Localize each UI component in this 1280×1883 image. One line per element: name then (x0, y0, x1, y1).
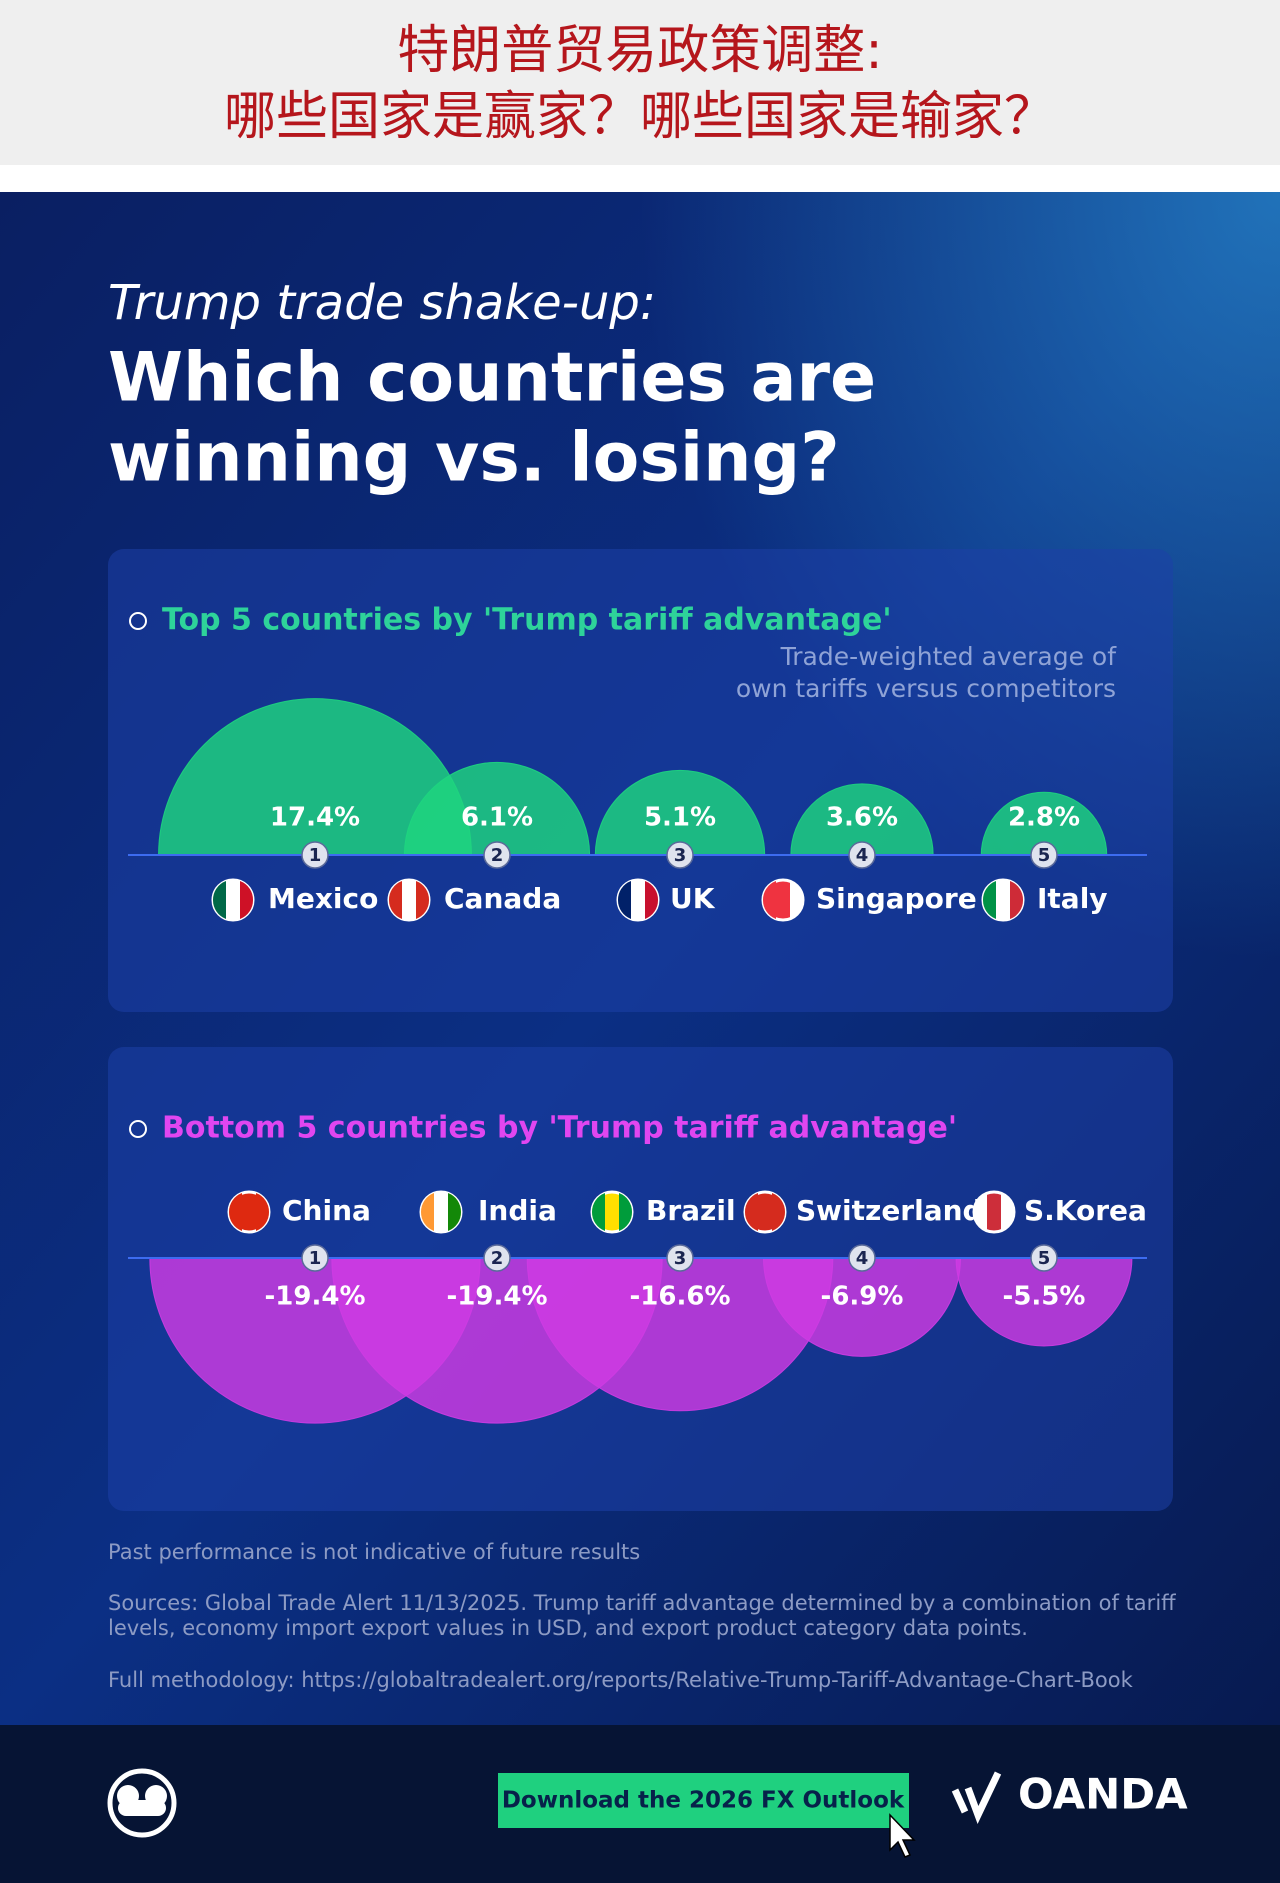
rank-label: 4 (856, 845, 869, 866)
flag (973, 1193, 987, 1231)
bubble (955, 1257, 1133, 1347)
rank-badge (1030, 841, 1058, 869)
brand: OANDA (1018, 1770, 1188, 1819)
legend-marker (129, 612, 147, 630)
bubble (980, 791, 1108, 856)
country-label: Brazil (646, 1194, 736, 1227)
flag (1010, 881, 1024, 919)
rank-label: 4 (856, 1248, 869, 1269)
flag (982, 881, 996, 919)
flag (790, 881, 804, 919)
value-label: 17.4% (270, 803, 360, 833)
gap (0, 165, 1280, 192)
annotation: Trade-weighted average of (780, 642, 1118, 671)
header-title: 哪些国家是赢家？哪些国家是输家？ (224, 87, 1056, 147)
value-label: -5.5% (1003, 1282, 1086, 1312)
value-label: 6.1% (461, 803, 533, 833)
flag (619, 1193, 633, 1231)
bubble (594, 769, 766, 856)
flag (448, 1193, 462, 1231)
rank-label: 2 (491, 845, 504, 866)
country-label: Canada (444, 882, 561, 915)
header-title: 特朗普贸易政策调整: (397, 21, 883, 81)
flag (617, 881, 631, 919)
flag (416, 881, 430, 919)
flag (645, 881, 659, 919)
rank-label: 3 (674, 845, 687, 866)
logo-icon (107, 1768, 177, 1838)
value-label: -19.4% (265, 1282, 366, 1312)
flag (212, 881, 226, 919)
chart-title: Top 5 countries by 'Trump tariff advanta… (162, 603, 892, 638)
rank-label: 1 (309, 1248, 322, 1269)
rank-label: 5 (1038, 845, 1051, 866)
rank-label: 5 (1038, 1248, 1051, 1269)
country-label: Singapore (816, 882, 977, 915)
disclaimer: Past performance is not indicative of fu… (108, 1540, 640, 1564)
flag (256, 1193, 270, 1231)
rank-label: 2 (491, 1248, 504, 1269)
legend-marker (129, 1120, 147, 1138)
flag (591, 1193, 605, 1231)
rank-badge (666, 841, 694, 869)
annotation: own tariffs versus competitors (736, 674, 1116, 703)
cursor (889, 1813, 916, 1858)
bubble (762, 1257, 962, 1357)
sources: Sources: Global Trade Alert 11/13/2025. … (108, 1591, 1176, 1615)
flag (744, 1193, 758, 1231)
rank-badge (301, 841, 329, 869)
value-label: 3.6% (826, 803, 898, 833)
subtitle: Trump trade shake-up: (108, 275, 656, 331)
rank-badge (1030, 1244, 1058, 1272)
title: Which countries are (108, 339, 876, 418)
cta-label[interactable]: Download the 2026 FX Outlook (502, 1788, 905, 1814)
rank-badge (483, 841, 511, 869)
methodology: Full methodology: https://globaltradeale… (108, 1668, 1134, 1692)
header-band (0, 0, 1280, 165)
rank-badge (848, 1244, 876, 1272)
flag (240, 881, 254, 919)
flag (228, 1193, 242, 1231)
flag (388, 881, 402, 919)
cta-button[interactable] (498, 1773, 909, 1828)
country-label: Switzerland (796, 1194, 983, 1227)
flag (772, 1193, 786, 1231)
country-label: S.Korea (1024, 1194, 1147, 1227)
rank-badge (301, 1244, 329, 1272)
rank-badge (848, 841, 876, 869)
value-label: 5.1% (644, 803, 716, 833)
bubble (403, 762, 591, 856)
country-label: Italy (1037, 882, 1108, 915)
rank-badge (666, 1244, 694, 1272)
value-label: -19.4% (447, 1282, 548, 1312)
title: winning vs. losing? (108, 419, 840, 498)
bubble (790, 783, 934, 856)
brand-mark (951, 1771, 1002, 1824)
country-label: India (478, 1194, 557, 1227)
value-label: -6.9% (821, 1282, 904, 1312)
country-label: Mexico (268, 882, 378, 915)
sources: levels, economy import export values in … (108, 1616, 1028, 1640)
value-label: -16.6% (630, 1282, 731, 1312)
flag (1001, 1193, 1015, 1231)
flag (420, 1193, 434, 1231)
rank-label: 3 (674, 1248, 687, 1269)
chart-title: Bottom 5 countries by 'Trump tariff adva… (162, 1111, 957, 1146)
country-label: China (282, 1194, 371, 1227)
rank-label: 1 (309, 845, 322, 866)
flag (762, 881, 776, 919)
rank-badge (483, 1244, 511, 1272)
value-label: 2.8% (1008, 803, 1080, 833)
country-label: UK (670, 882, 716, 915)
